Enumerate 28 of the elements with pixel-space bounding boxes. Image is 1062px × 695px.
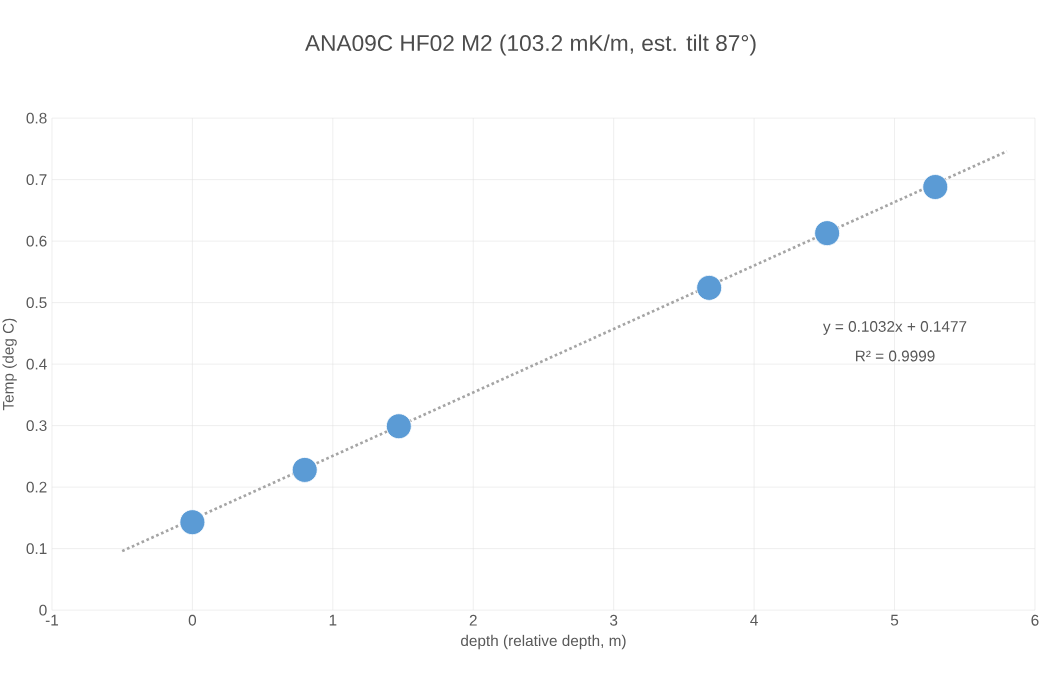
- y-tick-label: 0.1: [26, 543, 47, 555]
- point: [385, 413, 412, 440]
- x-tick-label: 0: [188, 614, 197, 626]
- x-tick-label: 2: [469, 614, 477, 626]
- point: [922, 174, 949, 200]
- chart-title: ANA09C HF02 M2 (103.2 mK/m, est. tilt 87°): [305, 34, 756, 56]
- point: [179, 509, 206, 536]
- annotation: y = 0.1032x + 0.1477: [823, 321, 967, 335]
- y-tick-label: 0.2: [26, 481, 47, 493]
- x-tick-label: 6: [1031, 614, 1039, 626]
- point: [291, 457, 318, 483]
- y-tick-label: 0.5: [26, 297, 47, 309]
- y-tick-label: 0.4: [26, 358, 47, 370]
- x-axis-title: depth (relative depth, m): [461, 634, 626, 650]
- y-tick-label: 0.3: [26, 420, 47, 432]
- y-tick-label: 0.8: [26, 112, 47, 124]
- y-axis-title: Temp (deg C): [2, 318, 17, 411]
- point: [696, 274, 723, 301]
- annotation: R² = 0.9999: [855, 350, 935, 362]
- x-tick-label: 4: [750, 614, 758, 626]
- x-tick-label: 3: [610, 614, 618, 626]
- x-tick-label: -1: [45, 614, 59, 626]
- x-tick-label: 5: [890, 614, 899, 626]
- point: [814, 220, 841, 247]
- y-tick-label: 0.6: [26, 235, 47, 247]
- x-tick-label: 1: [329, 614, 337, 626]
- y-tick-label: 0.7: [26, 174, 47, 186]
- y-tick-label: 0: [39, 604, 47, 616]
